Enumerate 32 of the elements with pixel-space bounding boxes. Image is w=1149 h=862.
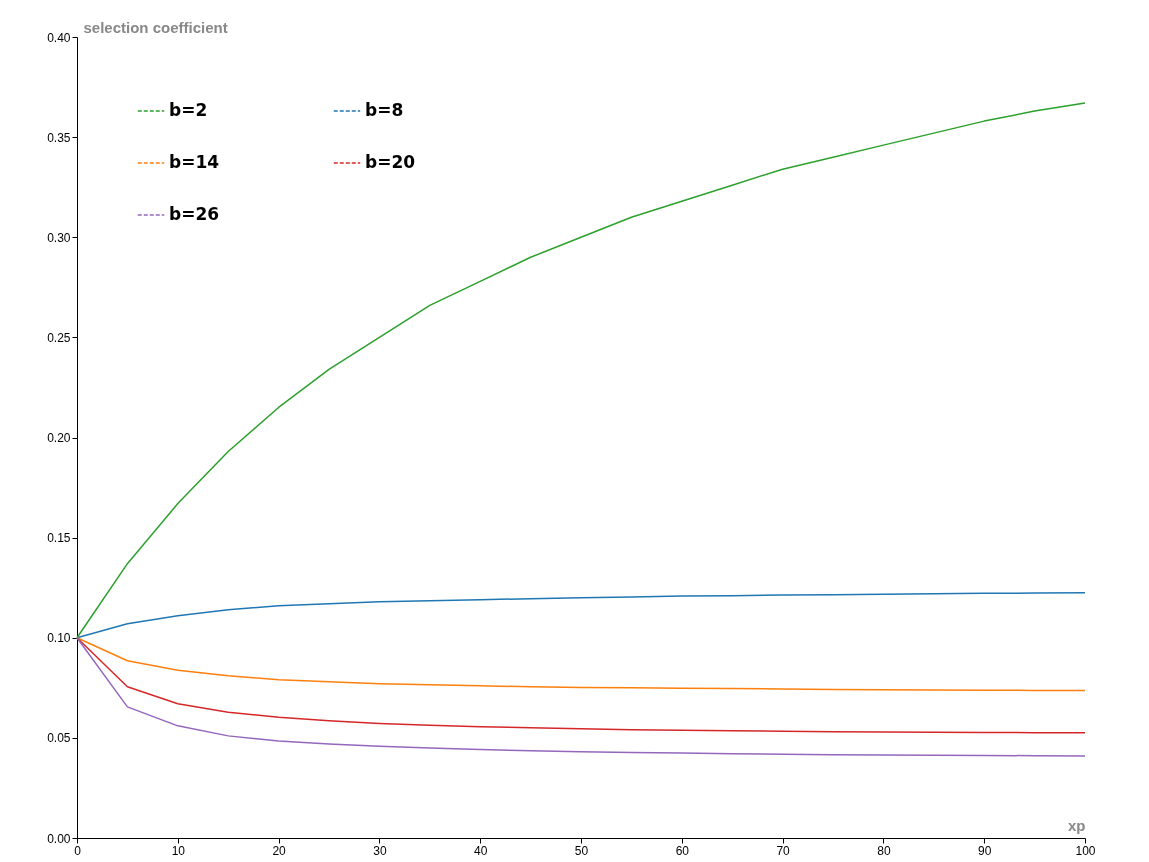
y-tick-label: 0.30 xyxy=(47,230,71,245)
y-tick-label: 0.40 xyxy=(47,30,71,45)
x-tick-label: 80 xyxy=(877,843,891,858)
line-series xyxy=(76,637,1086,757)
y-axis-title: selection coefficient xyxy=(83,18,228,36)
x-tick-label: 40 xyxy=(474,843,488,858)
legend-label: b=20 xyxy=(365,152,416,172)
legend-label: b=2 xyxy=(169,100,208,120)
x-tick-label: 100 xyxy=(1075,843,1096,858)
y-tick-label: 0.10 xyxy=(47,631,71,646)
x-tick-label: 0 xyxy=(74,843,82,858)
legend-label: b=14 xyxy=(169,152,220,172)
y-tick-label: 0.00 xyxy=(47,831,71,846)
x-tick-label: 50 xyxy=(574,843,589,858)
x-tick-label: 30 xyxy=(373,843,387,858)
x-axis-title: xp xyxy=(1067,816,1086,834)
legend-label: b=8 xyxy=(365,100,404,120)
line-series xyxy=(76,102,1086,639)
line-series xyxy=(76,637,1086,692)
x-tick-label: 90 xyxy=(978,843,992,858)
x-tick-label: 10 xyxy=(171,843,186,858)
line-series xyxy=(76,591,1086,639)
x-tick-label: 70 xyxy=(776,843,791,858)
y-tick-label: 0.20 xyxy=(47,431,71,445)
y-tick-label: 0.35 xyxy=(47,130,71,145)
x-tick-label: 60 xyxy=(675,843,690,858)
line-series xyxy=(76,637,1086,734)
y-tick-label: 0.25 xyxy=(47,330,71,345)
y-tick-label: 0.15 xyxy=(47,531,71,546)
legend-label: b=26 xyxy=(169,204,220,224)
y-tick-label: 0.05 xyxy=(47,731,71,746)
x-tick-label: 20 xyxy=(272,843,287,858)
